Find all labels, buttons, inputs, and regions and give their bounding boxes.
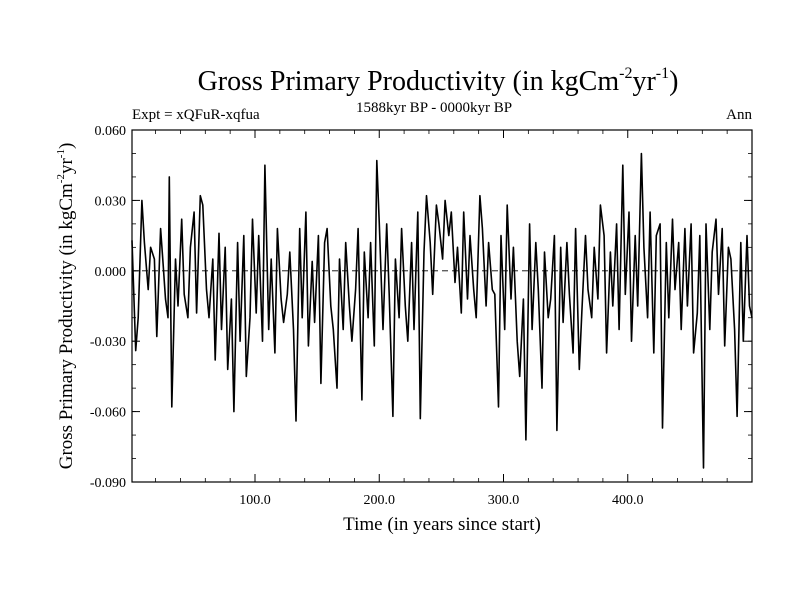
x-axis: 100.0 200.0 300.0 400.0 [155, 130, 728, 508]
x-tick-label: 300.0 [488, 493, 520, 508]
y-axis-label: Gross Primary Productivity (in kgCm-2yr-… [55, 143, 77, 470]
y-axis: 0.060 0.030 0.000 -0.030 -0.060 -0.090 [90, 124, 752, 491]
chart-title-mid: yr [632, 66, 656, 97]
y-axis-label-mid: yr [56, 158, 77, 175]
x-axis-label: Time (in years since start) [343, 514, 541, 535]
x-tick-label: 400.0 [612, 493, 644, 508]
series-line [131, 152, 753, 469]
y-axis-label-sup1: -2 [55, 174, 67, 183]
y-axis-label-end: ) [56, 143, 77, 149]
y-axis-label-sup2: -1 [55, 149, 67, 158]
y-tick-label: 0.000 [95, 265, 127, 280]
chart-title: Gross Primary Productivity (in kgCm-2yr-… [198, 65, 679, 97]
time-range-label: 1588kyr BP - 0000kyr BP [356, 100, 512, 116]
x-tick-label: 100.0 [239, 493, 271, 508]
chart-title-main: Gross Primary Productivity (in kgCm [198, 66, 620, 97]
y-tick-label: -0.090 [90, 476, 126, 491]
season-label: Ann [726, 107, 752, 123]
plot-frame [131, 129, 753, 483]
y-axis-label-main: Gross Primary Productivity (in kgCm [56, 183, 77, 469]
y-tick-label: -0.060 [90, 406, 126, 421]
chart-title-sup1: -2 [619, 65, 632, 82]
chart-title-end: ) [669, 66, 678, 97]
y-tick-label: 0.030 [95, 194, 127, 209]
y-tick-label: -0.030 [90, 335, 126, 350]
chart-title-sup2: -1 [656, 65, 669, 82]
y-tick-label: 0.060 [95, 124, 127, 139]
experiment-label: Expt = xQFuR-xqfua [132, 107, 260, 123]
x-tick-label: 200.0 [364, 493, 396, 508]
